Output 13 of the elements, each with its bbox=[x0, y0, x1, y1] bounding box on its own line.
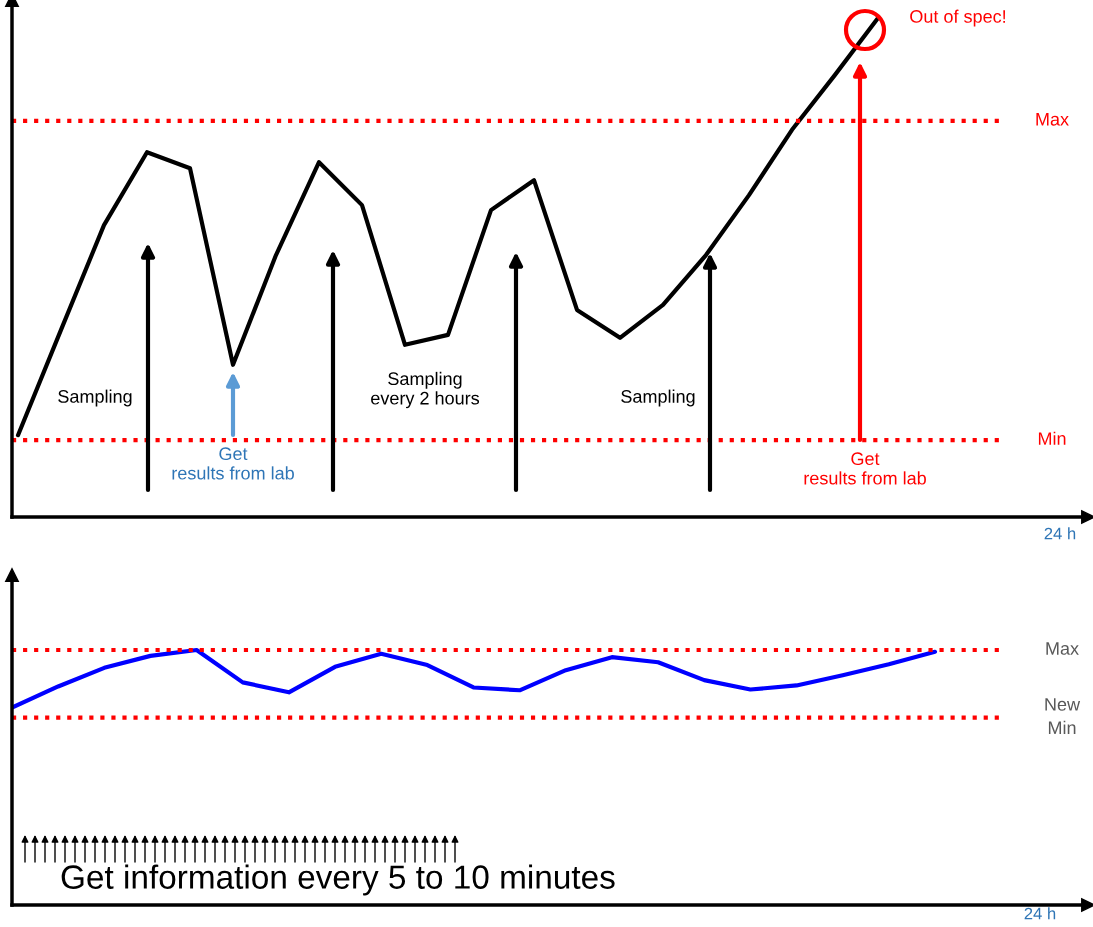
annotation: Sampling every 2 hours bbox=[371, 371, 480, 409]
annotation: Get information every 5 to 10 minutes bbox=[61, 864, 615, 896]
ref-line-label: New Min bbox=[1045, 698, 1081, 734]
ref-line-label: Max bbox=[1046, 642, 1079, 655]
annotation: Get results from lab bbox=[804, 452, 926, 485]
ref-line-label: Min bbox=[1038, 431, 1066, 445]
text: 24 h bbox=[1044, 527, 1076, 540]
text: 24 h bbox=[1024, 907, 1056, 920]
annotation: Sampling bbox=[58, 389, 132, 407]
annotation: Sampling bbox=[621, 389, 695, 407]
ref-line-label: Max bbox=[1036, 113, 1069, 126]
annotation: Get results from lab bbox=[172, 447, 294, 480]
annotation: Out of spec! bbox=[910, 9, 1006, 27]
